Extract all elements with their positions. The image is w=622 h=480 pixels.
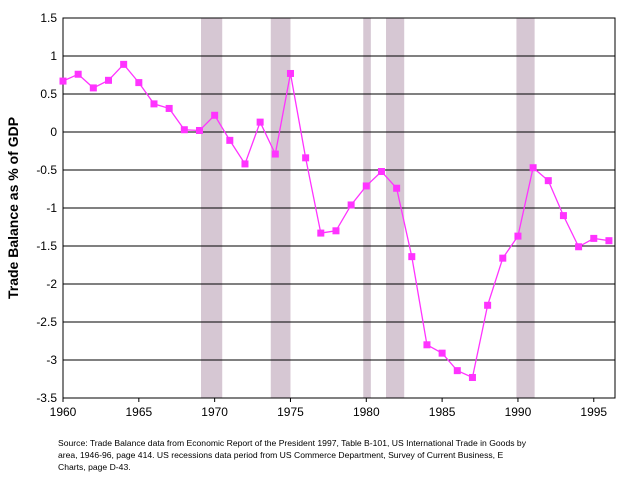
data-point <box>180 126 188 134</box>
data-point <box>514 232 522 240</box>
x-tick-label: 1975 <box>277 405 304 419</box>
data-point <box>271 150 279 158</box>
data-point <box>559 212 567 220</box>
data-point <box>544 177 552 185</box>
data-point <box>120 60 128 68</box>
data-point <box>393 184 401 192</box>
data-point <box>575 243 583 251</box>
source-line: area, 1946-96, page 414. US recessions d… <box>58 450 504 460</box>
data-point <box>590 234 598 242</box>
y-tick-label: -2 <box>46 277 57 291</box>
x-tick-label: 1995 <box>580 405 607 419</box>
data-point <box>453 367 461 375</box>
data-point <box>484 301 492 309</box>
data-point <box>195 126 203 134</box>
data-point <box>438 349 446 357</box>
data-point <box>423 341 431 349</box>
y-tick-label: -3.5 <box>36 391 57 405</box>
y-tick-label: -1 <box>46 201 57 215</box>
source-line: Source: Trade Balance data from Economic… <box>58 438 526 448</box>
data-point <box>165 104 173 112</box>
data-point <box>605 237 613 245</box>
data-point <box>256 118 264 126</box>
x-axis: 1960 1965 1970 1975 1980 1985 1990 1995 <box>50 398 607 419</box>
data-point <box>74 70 82 78</box>
x-tick-label: 1970 <box>201 405 228 419</box>
y-tick-label: 1 <box>50 49 57 63</box>
data-point <box>241 160 249 168</box>
data-point <box>226 136 234 144</box>
y-tick-label: 0 <box>50 125 57 139</box>
x-tick-label: 1965 <box>125 405 152 419</box>
data-point <box>332 227 340 235</box>
series <box>59 60 613 381</box>
data-point <box>59 77 67 85</box>
y-tick-label: 0.5 <box>40 87 57 101</box>
y-tick-label: -0.5 <box>36 163 57 177</box>
data-point <box>468 373 476 381</box>
data-point <box>408 253 416 261</box>
source-note: Source: Trade Balance data from Economic… <box>58 437 618 473</box>
source-line: Charts, page D-43. <box>58 462 131 472</box>
data-point <box>104 76 112 84</box>
data-point <box>529 164 537 172</box>
y-tick-label: -2.5 <box>36 315 57 329</box>
y-tick-label: -3 <box>46 353 57 367</box>
data-point <box>150 100 158 108</box>
y-axis-label: Trade Balance as % of GDP <box>5 117 21 299</box>
data-point <box>302 154 310 162</box>
y-tick-label: 1.5 <box>40 11 57 25</box>
data-point <box>211 111 219 119</box>
y-tick-label: -1.5 <box>36 239 57 253</box>
plot-frame <box>62 17 616 399</box>
data-point <box>377 168 385 176</box>
y-axis: 1.5 1 0.5 0 -0.5 -1 -1.5 -2 -2.5 -3 -3.5 <box>36 11 57 405</box>
x-tick-label: 1985 <box>429 405 456 419</box>
data-point <box>135 79 143 87</box>
data-point <box>347 201 355 209</box>
data-point <box>89 84 97 92</box>
data-point <box>499 254 507 262</box>
x-tick-label: 1960 <box>50 405 77 419</box>
data-point <box>317 229 325 237</box>
data-point <box>286 69 294 77</box>
chart-svg: 1.510.50-0.5-1-1.5-2-2.5-3-3.5 1960 1965 1… <box>5 11 616 419</box>
x-tick-label: 1980 <box>353 405 380 419</box>
x-tick-label: 1990 <box>505 405 532 419</box>
data-point <box>362 182 370 190</box>
